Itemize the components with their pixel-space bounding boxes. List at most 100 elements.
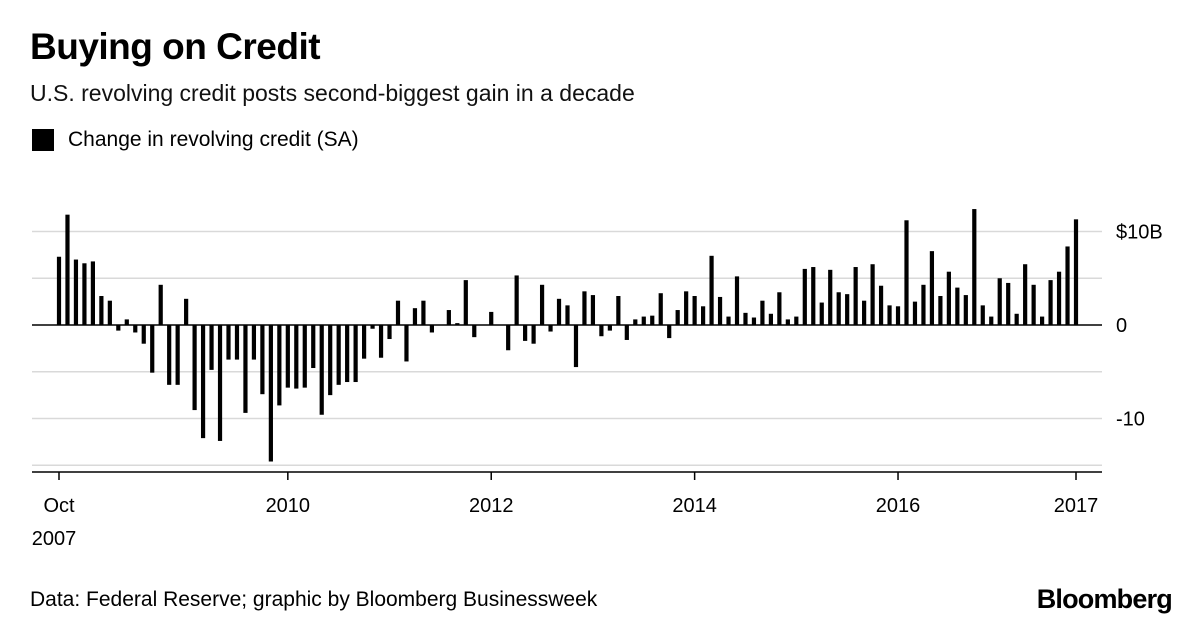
- bar: [650, 315, 655, 325]
- bar: [73, 259, 79, 325]
- bar: [56, 256, 62, 325]
- bar: [209, 325, 214, 370]
- bar: [895, 306, 901, 325]
- x-tick-label: 2012: [469, 495, 514, 517]
- bar: [65, 214, 70, 325]
- bar: [404, 325, 409, 362]
- bar: [217, 325, 223, 441]
- bar: [226, 325, 231, 360]
- bar: [904, 220, 909, 325]
- bar: [726, 316, 731, 325]
- bar: [667, 325, 672, 339]
- source-note: Data: Federal Reserve; graphic by Bloomb…: [30, 588, 598, 611]
- bar: [760, 300, 765, 325]
- bar: [819, 302, 824, 325]
- brand-logo: Bloomberg: [1036, 584, 1173, 614]
- bar: [260, 325, 265, 395]
- bar-chart: $10B 0 -10 Oct 2007 2010 2012 2014 2016 2017: [32, 209, 1163, 550]
- bar: [395, 300, 401, 325]
- bar: [845, 294, 850, 325]
- bar: [582, 291, 587, 325]
- bar: [836, 292, 841, 325]
- bar: [429, 325, 434, 333]
- bar: [1014, 313, 1019, 325]
- bar: [472, 325, 477, 338]
- bar: [506, 325, 511, 351]
- bar: [1031, 284, 1036, 325]
- bar: [446, 310, 451, 325]
- bar: [285, 325, 290, 388]
- bar: [768, 313, 773, 325]
- bar: [590, 295, 596, 325]
- bar: [277, 325, 282, 406]
- bar: [743, 312, 748, 325]
- bar: [370, 325, 375, 329]
- bar: [167, 325, 172, 385]
- bar: [243, 325, 248, 413]
- bar: [99, 296, 104, 325]
- bar: [539, 284, 545, 325]
- chart-title: Buying on Credit: [30, 26, 321, 67]
- bar: [523, 325, 528, 341]
- bar: [311, 325, 316, 369]
- bar: [514, 275, 519, 325]
- bar: [912, 301, 918, 326]
- bar: [141, 325, 146, 344]
- bar: [82, 263, 87, 325]
- bar: [133, 325, 138, 333]
- bar: [387, 325, 392, 340]
- bar: [929, 251, 935, 325]
- x-tick-label: 2010: [266, 495, 311, 517]
- bar: [684, 291, 689, 325]
- bar: [345, 325, 350, 383]
- bar: [90, 261, 95, 325]
- bar: [336, 325, 341, 385]
- bar: [184, 298, 189, 325]
- bar: [150, 325, 155, 373]
- bar: [921, 284, 926, 325]
- bar: [455, 323, 460, 325]
- bar: [319, 325, 324, 415]
- bar: [692, 296, 697, 325]
- bar: [785, 319, 790, 325]
- bar: [353, 325, 358, 383]
- bar: [734, 276, 740, 325]
- bar: [946, 271, 951, 325]
- bar: [997, 278, 1002, 325]
- bar: [548, 325, 553, 332]
- y-tick-label: -10: [1116, 409, 1145, 431]
- bar: [192, 325, 197, 411]
- bar: [616, 296, 621, 325]
- bar: [362, 325, 367, 359]
- bar: [328, 325, 333, 396]
- bar: [302, 325, 307, 388]
- bar: [972, 209, 977, 325]
- bar: [294, 325, 299, 389]
- bar: [565, 305, 570, 326]
- bar: [887, 305, 892, 326]
- bar: [709, 255, 714, 325]
- bar: [1048, 280, 1053, 325]
- bar: [828, 269, 833, 325]
- bar: [158, 284, 163, 325]
- bar: [633, 319, 638, 325]
- bar: [938, 296, 943, 325]
- bar: [878, 285, 884, 325]
- bar: [234, 325, 240, 360]
- bar: [251, 325, 257, 360]
- bar: [870, 264, 875, 325]
- x-tick-label: 2017: [1054, 495, 1099, 517]
- bar: [675, 310, 680, 325]
- bar: [777, 292, 782, 325]
- bar: [573, 325, 579, 368]
- bar: [980, 305, 985, 326]
- bar: [268, 325, 273, 462]
- bar: [107, 300, 112, 325]
- bar: [116, 325, 121, 331]
- bar: [963, 295, 968, 325]
- x-tick-label: 2014: [672, 495, 717, 517]
- bar: [200, 325, 206, 439]
- bar: [751, 317, 757, 325]
- bar: [489, 311, 494, 325]
- bar: [862, 300, 867, 325]
